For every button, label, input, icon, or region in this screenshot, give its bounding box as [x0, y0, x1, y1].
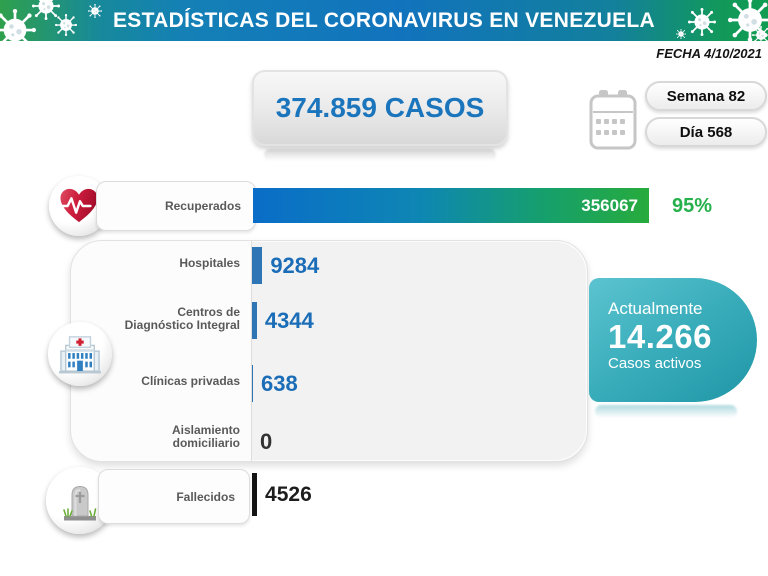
deaths-row: 4526 — [252, 473, 312, 516]
recovered-percent: 95% — [672, 195, 713, 217]
facility-row: 9284 — [252, 247, 319, 284]
deaths-label: Fallecidos — [176, 489, 235, 504]
header-banner: ESTADÍSTICAS DEL CORONAVIRUS EN VENEZUEL… — [0, 0, 768, 41]
recovered-value: 356067 — [581, 195, 638, 215]
facility-value: 9284 — [270, 252, 320, 278]
active-cases-caption: Actualmente — [608, 299, 703, 318]
total-cases-box: 374.859 CASOS — [252, 70, 508, 146]
deaths-value: 4526 — [265, 482, 312, 506]
day-badge: Día 568 — [645, 117, 767, 147]
deaths-bar — [252, 473, 258, 516]
total-cases-value: 374.859 CASOS — [275, 92, 485, 123]
panel-shade — [251, 242, 586, 460]
facility-row: 4344 — [252, 302, 314, 339]
facility-label: Clínicas privadas — [141, 374, 240, 388]
active-cases-subcaption: Casos activos — [608, 355, 702, 372]
facility-bar — [252, 365, 253, 402]
heart-pulse-icon — [58, 188, 98, 223]
date-label: FECHA 4/10/2021 — [656, 46, 762, 61]
facility-value: 0 — [260, 428, 273, 454]
recovered-label-box: Recuperados — [96, 181, 256, 231]
facility-label: Centros de Diagnóstico Integral — [124, 305, 240, 332]
facility-row: 638 — [252, 365, 298, 402]
tombstone-icon — [62, 485, 96, 520]
page-title: ESTADÍSTICAS DEL CORONAVIRUS EN VENEZUEL… — [112, 8, 656, 32]
facility-row: 0 — [252, 423, 272, 460]
axis-baseline — [251, 241, 252, 461]
active-cases-value: 14.266 — [608, 318, 712, 355]
facility-label: Hospitales — [179, 256, 240, 270]
facilities-badge — [48, 322, 112, 386]
active-cases-box: Actualmente 14.266 Casos activos — [589, 278, 757, 402]
week-label: Semana 82 — [666, 87, 746, 105]
week-badge: Semana 82 — [645, 81, 767, 111]
day-label: Día 568 — [679, 123, 733, 141]
facility-label: Aislamiento domiciliario — [171, 423, 240, 450]
deaths-label-box: Fallecidos — [98, 469, 250, 524]
facility-bar — [252, 247, 263, 284]
facility-value: 4344 — [264, 307, 314, 333]
hospital-icon — [59, 336, 101, 374]
facility-bar — [252, 302, 257, 339]
facilities-panel — [70, 240, 588, 462]
calendar-icon — [589, 90, 637, 150]
recovered-label: Recuperados — [164, 199, 241, 213]
recovered-bar: 356067 — [253, 188, 649, 223]
facility-value: 638 — [261, 370, 298, 396]
